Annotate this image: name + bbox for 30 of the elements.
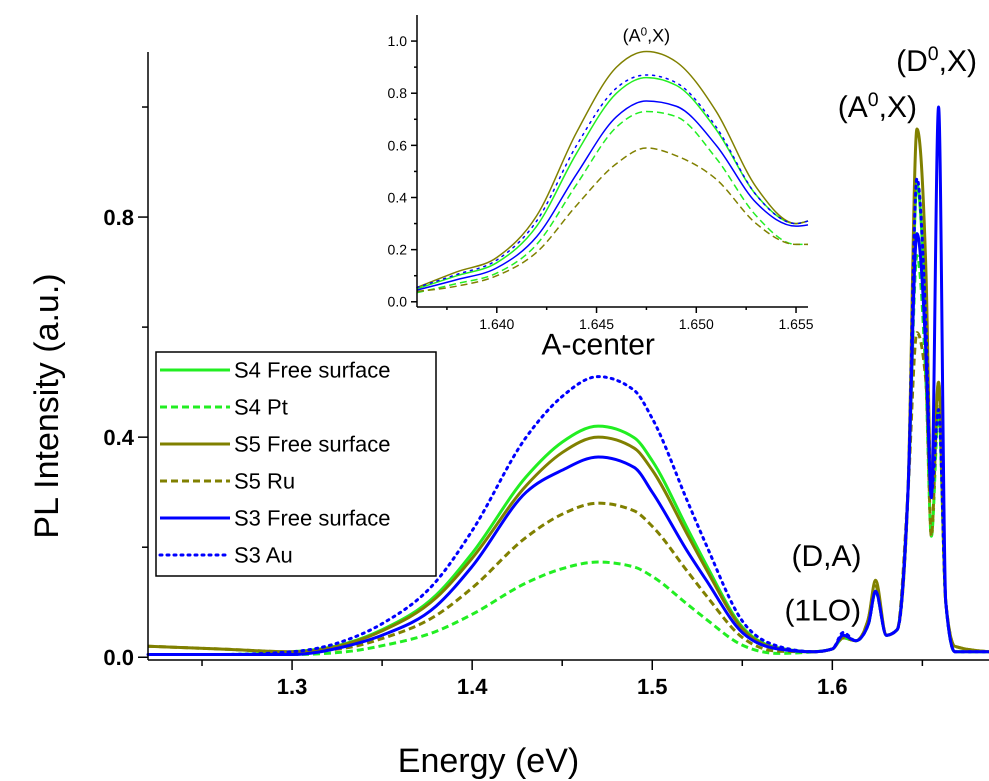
y-tick-label: 1.0 [388, 32, 408, 49]
annotation: (D$^{0}$,X) [896, 43, 978, 78]
annotation: (D,A) [792, 540, 862, 574]
annotation: (1LO) [784, 594, 862, 628]
annotation: (A$^{0}$,X) [622, 25, 670, 46]
legend-label: S5 Free surface [234, 432, 391, 457]
x-tick-label: 1.650 [678, 316, 714, 332]
y-tick-label: 0.4 [103, 424, 135, 450]
x-tick-label: 1.5 [636, 674, 668, 699]
y-tick-label: 0.8 [103, 204, 134, 230]
x-tick-label: 1.655 [778, 316, 814, 332]
legend-label: S5 Ru [234, 468, 296, 494]
x-axis-title: Energy (eV) [398, 742, 580, 780]
legend-label: S4 Free surface [234, 358, 391, 383]
y-tick-label: 0.6 [388, 137, 408, 154]
y-tick-label: 0.4 [388, 189, 408, 206]
legend-label: S3 Free surface [234, 506, 391, 531]
annotation: (A$^{0}$,X) [838, 89, 917, 124]
y-tick-label: 0.8 [388, 85, 408, 102]
y-tick-label: 0.2 [388, 242, 408, 258]
legend-label: S3 Au [234, 542, 293, 568]
x-tick-label: 1.3 [276, 674, 308, 699]
line-series [416, 147, 809, 292]
y-tick-label: 0.0 [388, 294, 408, 310]
x-tick-label: 1.640 [479, 316, 515, 332]
legend-label: S4 Pt [234, 394, 288, 420]
x-tick-label: 1.6 [817, 674, 848, 699]
x-tick-label: 1.4 [456, 674, 488, 699]
y-axis-title: PL Intensity (a.u.) [28, 273, 66, 539]
y-tick-label: 0.0 [103, 644, 134, 670]
